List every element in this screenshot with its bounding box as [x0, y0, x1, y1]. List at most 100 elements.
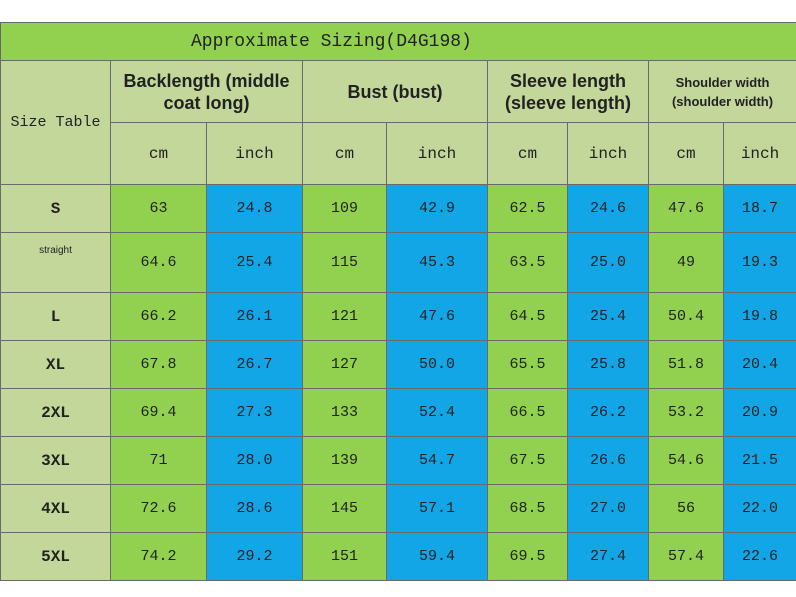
measurement: 69.5	[487, 532, 568, 581]
measurement: 53.2	[648, 388, 724, 437]
measurement: 64.6	[110, 232, 207, 293]
measurement: 66.2	[110, 292, 207, 341]
unit-header: cm	[302, 122, 387, 185]
unit-header: inch	[386, 122, 488, 185]
size-label: 4XL	[0, 484, 111, 533]
measurement: 25.4	[567, 292, 649, 341]
measurement: 115	[302, 232, 387, 293]
measurement: 109	[302, 184, 387, 233]
measurement: 47.6	[386, 292, 488, 341]
measurement: 42.9	[386, 184, 488, 233]
measurement: 69.4	[110, 388, 207, 437]
unit-header: cm	[487, 122, 568, 185]
measurement: 26.6	[567, 436, 649, 485]
measurement: 26.7	[206, 340, 303, 389]
measurement: 47.6	[648, 184, 724, 233]
size-label: L	[0, 292, 111, 341]
unit-row: cm inch cm inch cm inch cm inch	[1, 122, 796, 185]
measurement: 50.0	[386, 340, 488, 389]
size-chart: Approximate Sizing(D4G198) Size Table Back…	[0, 22, 796, 581]
measurement: 20.9	[722, 388, 796, 437]
measurement: 19.8	[722, 292, 796, 341]
measurement: 71	[110, 436, 207, 485]
measurement: 22.6	[722, 532, 796, 581]
size-row: S 63 24.8 109 42.9 62.5 24.6 47.6 18.7	[0, 184, 796, 233]
measurement: 52.4	[386, 388, 488, 437]
group-header: Shoulder width (shoulder width)	[647, 60, 796, 123]
size-row: 3XL 71 28.0 139 54.7 67.5 26.6 54.6 21.5	[0, 436, 796, 485]
measurement: 27.4	[567, 532, 649, 581]
measurement: 22.0	[722, 484, 796, 533]
size-label: straight	[0, 232, 111, 293]
measurement: 18.7	[722, 184, 796, 233]
measurement: 54.7	[386, 436, 488, 485]
measurement: 26.1	[206, 292, 303, 341]
size-row: straight 64.6 25.4 115 45.3 63.5 25.0 49 19.3	[0, 232, 796, 293]
measurement: 29.2	[206, 532, 303, 581]
measurement: 19.3	[722, 232, 796, 293]
measurement: 25.0	[567, 232, 649, 293]
measurement: 56	[648, 484, 724, 533]
table-title: Approximate Sizing(D4G198)	[0, 22, 796, 61]
measurement: 25.8	[567, 340, 649, 389]
measurement: 68.5	[487, 484, 568, 533]
measurement: 133	[302, 388, 387, 437]
measurement: 26.2	[567, 388, 649, 437]
measurement: 74.2	[110, 532, 207, 581]
size-label: XL	[0, 340, 111, 389]
measurement: 127	[302, 340, 387, 389]
measurement: 59.4	[386, 532, 488, 581]
header-row: Size Table Backlength (middle coat long) B…	[0, 60, 796, 185]
size-label: 3XL	[0, 436, 111, 485]
table-body: Approximate Sizing(D4G198) Size Table Back…	[0, 22, 796, 581]
measurement: 67.5	[487, 436, 568, 485]
unit-header: inch	[722, 122, 796, 185]
measurement: 72.6	[110, 484, 207, 533]
measurement: 66.5	[487, 388, 568, 437]
title-row: Approximate Sizing(D4G198)	[0, 22, 796, 61]
measurement: 24.8	[206, 184, 303, 233]
measurement: 21.5	[722, 436, 796, 485]
measurement: 24.6	[567, 184, 649, 233]
measurement: 151	[302, 532, 387, 581]
size-table: Approximate Sizing(D4G198) Size Table Back…	[0, 22, 796, 581]
size-label: 5XL	[0, 532, 111, 581]
measurement: 51.8	[648, 340, 724, 389]
size-row: 5XL 74.2 29.2 151 59.4 69.5 27.4 57.4 22.6	[0, 532, 796, 581]
measurement: 63	[110, 184, 207, 233]
unit-header: inch	[206, 122, 303, 185]
group-header: Sleeve length (sleeve length)	[487, 60, 649, 123]
measurement: 20.4	[722, 340, 796, 389]
measurement: 25.4	[206, 232, 303, 293]
unit-header: inch	[567, 122, 649, 185]
measurement: 27.3	[206, 388, 303, 437]
measurement: 67.8	[110, 340, 207, 389]
measurement: 49	[648, 232, 724, 293]
measurement: 27.0	[567, 484, 649, 533]
measurement: 121	[302, 292, 387, 341]
size-row: 2XL 69.4 27.3 133 52.4 66.5 26.2 53.2 20.9	[0, 388, 796, 437]
size-label: 2XL	[0, 388, 111, 437]
size-row: L 66.2 26.1 121 47.6 64.5 25.4 50.4 19.8	[0, 292, 796, 341]
size-row: XL 67.8 26.7 127 50.0 65.5 25.8 51.8 20.4	[0, 340, 796, 389]
measurement: 45.3	[386, 232, 488, 293]
group-header: Backlength (middle coat long)	[110, 60, 303, 123]
measurement: 50.4	[648, 292, 724, 341]
unit-header: cm	[648, 122, 724, 185]
group-header: Bust (bust)	[302, 60, 488, 123]
corner-label: Size Table	[0, 60, 111, 185]
measurement: 65.5	[487, 340, 568, 389]
measurement: 139	[302, 436, 387, 485]
size-label: S	[0, 184, 111, 233]
measurement: 28.0	[206, 436, 303, 485]
measurement: 145	[302, 484, 387, 533]
measurement: 57.4	[648, 532, 724, 581]
size-row: 4XL 72.6 28.6 145 57.1 68.5 27.0 56 22.0	[0, 484, 796, 533]
measurement: 63.5	[487, 232, 568, 293]
measurement: 64.5	[487, 292, 568, 341]
measurement: 54.6	[648, 436, 724, 485]
measurement: 62.5	[487, 184, 568, 233]
measurement: 57.1	[386, 484, 488, 533]
measurement: 28.6	[206, 484, 303, 533]
